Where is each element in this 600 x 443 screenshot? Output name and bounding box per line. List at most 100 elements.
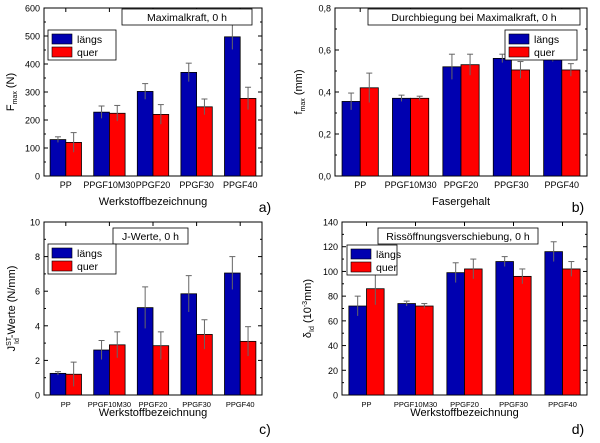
y-tick-label: 4 [35,321,40,331]
legend-label: längs [376,249,401,261]
y-tick-label: 6 [35,287,40,297]
y-tick-label: 0,2 [318,130,331,140]
bar-laengs [224,272,241,396]
y-tick-label: 0,0 [318,172,331,182]
y-tick-label: 0,8 [318,4,331,14]
bar-quer [109,112,126,177]
x-tick-label: PPGF30 [494,180,529,190]
x-tick-label: PPGF20 [450,400,479,409]
y-tick-label: 140 [323,218,338,228]
y-tick-label: 120 [323,242,338,252]
y-tick-label: 0 [333,391,338,401]
y-tick-label: 20 [328,366,338,376]
bar-laengs [180,72,198,177]
legend-swatch [51,247,73,259]
x-tick-label: PPGF40 [545,180,580,190]
chart-title-box [367,8,581,26]
bar-laengs [397,303,416,396]
x-tick-label: PPGF30 [182,400,211,409]
y-axis-label: JSTId-Werte (N/mm) [6,266,21,352]
y-tick-label: 200 [25,116,40,126]
x-tick-label: PP [354,180,366,190]
bar-quer [464,268,483,396]
chart-title: Rissöffnungsverschiebung, 0 h [386,231,530,243]
bar-laengs [495,261,514,396]
chart-title-box [112,227,189,245]
panel-label: b) [572,199,584,215]
y-axis-label: Fmax (N) [5,73,19,111]
x-axis-label: Werkstoffbezeichnung [99,407,207,419]
bar-laengs [492,58,512,177]
legend-swatch [508,33,530,45]
legend-swatch [508,46,530,58]
bar-quer [460,64,480,177]
bar-laengs [224,36,241,177]
chart-title: Durchbiegung bei Maximalkraft, 0 h [391,12,556,24]
legend-swatch [350,261,372,273]
y-tick-label: 600 [25,4,40,14]
y-tick-label: 300 [25,88,40,98]
y-tick-label: 0 [35,172,40,182]
y-tick-label: 40 [328,341,338,351]
x-tick-label: PPGF10M30 [394,400,437,409]
x-axis-label: Werkstoffbezeichnung [99,196,207,208]
x-tick-label: PPGF40 [223,180,258,190]
panel-label: d) [572,421,584,437]
x-axis-label: Werkstoffbezeichnung [410,407,518,419]
bar-laengs [392,97,411,177]
y-tick-label: 80 [328,292,338,302]
y-axis-label: fmax (mm) [293,69,307,114]
x-tick-label: PPGF10M30 [88,400,131,409]
bar-quer [415,305,434,396]
x-tick-label: PPGF20 [139,400,168,409]
bar-laengs [93,111,110,177]
bar-laengs [348,305,367,396]
y-tick-label: 8 [35,252,40,262]
legend-label: längs [77,248,102,260]
bar-laengs [446,272,465,396]
y-tick-label: 60 [328,316,338,326]
y-tick-label: 0 [35,391,40,401]
x-tick-label: PP [60,180,72,190]
legend-label: längs [77,34,102,46]
legend-swatch [51,33,73,45]
legend-label: quer [376,262,398,274]
bar-laengs [49,372,67,396]
panel-label: a) [259,199,271,215]
y-tick-label: 0,4 [318,88,331,98]
bar-quer [239,98,257,177]
legend-label: längs [534,34,559,46]
y-tick-label: 100 [25,144,40,154]
legend-label: quer [77,261,99,273]
x-tick-label: PPGF30 [179,180,214,190]
bar-quer [562,268,581,396]
y-tick-label: 2 [35,356,40,366]
chart-panel-3: 0 2 4 6 8 10 PP PPGF10M30 PPGF20 PPGF30 PPGF40 J-We… [6,218,271,438]
y-tick-label: 0,6 [318,46,331,56]
chart-title-box [121,8,253,26]
bar-laengs [544,251,563,396]
bar-quer [561,69,581,177]
chart-title: J-Werte, 0 h [122,231,179,243]
chart-panel-4: 0 20 40 60 80 100 120 140 PP PPGF10M30 PPGF20 PPGF3… [302,218,588,437]
x-tick-label: PP [361,400,371,409]
x-tick-label: PPGF20 [136,180,171,190]
x-axis-label: Fasergehalt [432,196,490,208]
y-tick-label: 10 [30,218,40,228]
x-tick-label: PPGF10M30 [385,180,437,190]
bar-laengs [442,66,462,177]
y-tick-label: 500 [25,32,40,42]
bar-laengs [49,139,67,177]
x-tick-label: PPGF30 [499,400,528,409]
legend-label: quer [534,47,556,59]
bar-laengs [543,52,563,177]
legend-label: quer [77,47,99,59]
chart-panel-2: 0,0 0,2 0,4 0,6 0,8 PP PPGF10M30 PPGF20 PPGF30 PP… [293,4,588,215]
bar-laengs [136,91,154,177]
x-tick-label: PPGF40 [548,400,577,409]
chart-title: Maximalkraft, 0 h [147,12,227,24]
legend-swatch [51,46,73,58]
y-tick-label: 400 [25,60,40,70]
x-tick-label: PP [61,400,71,409]
